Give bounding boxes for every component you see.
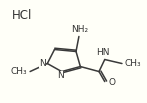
Text: NH₂: NH₂ bbox=[71, 25, 88, 34]
Text: HCl: HCl bbox=[11, 9, 32, 22]
Text: HN: HN bbox=[97, 47, 110, 57]
Text: N: N bbox=[58, 71, 64, 80]
Text: N: N bbox=[39, 59, 46, 68]
Text: O: O bbox=[108, 78, 115, 87]
Text: CH₃: CH₃ bbox=[125, 59, 141, 68]
Text: CH₃: CH₃ bbox=[11, 67, 27, 76]
